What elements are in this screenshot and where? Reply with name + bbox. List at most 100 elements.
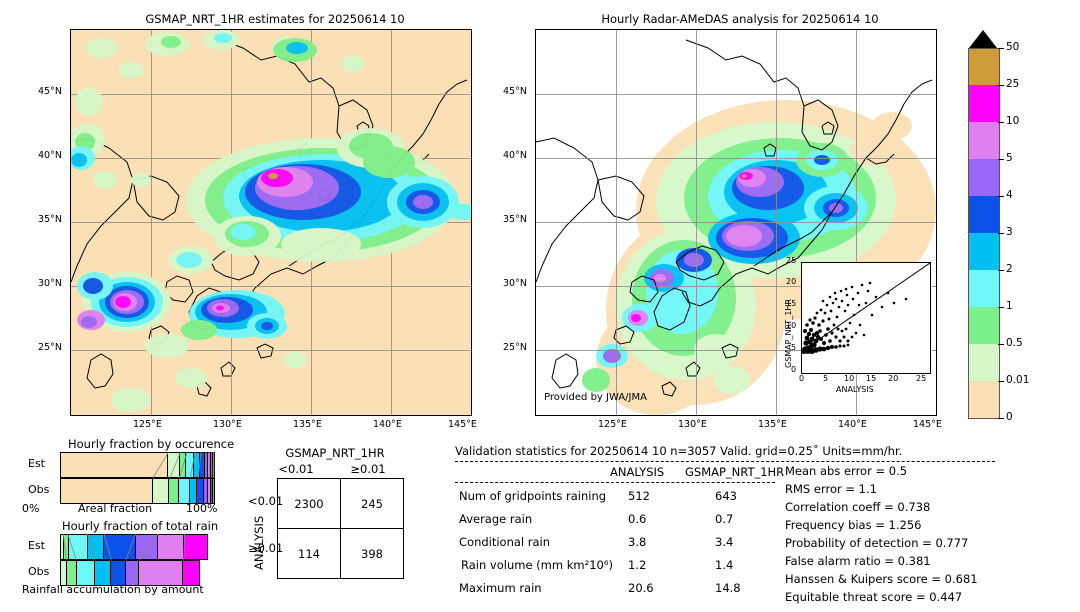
left-lat-tick-25: 25°N — [38, 342, 62, 353]
occurrence-bar-est[interactable] — [60, 452, 215, 478]
occurrence-chart-title: Hourly fraction by occurence — [68, 437, 235, 451]
colorbar-tick-5 — [998, 233, 1004, 234]
total-rain-obs-segment-5 — [125, 561, 140, 585]
stat-gsmap-0: 643 — [715, 489, 737, 503]
metric-0: Mean abs error = 0.5 — [785, 464, 908, 478]
total-rain-bar-obs[interactable] — [60, 560, 200, 586]
metric-5: False alarm ratio = 0.381 — [785, 554, 931, 568]
colorbar-segment-5 — [968, 233, 1000, 270]
colorbar-tick-2 — [998, 122, 1004, 123]
gsmap-estimate-map[interactable] — [70, 29, 472, 416]
occurrence-connector-lines — [152, 451, 215, 479]
metric-2: Correlation coeff = 0.738 — [785, 500, 931, 514]
left-lat-tick-30: 30°N — [38, 278, 62, 289]
total-rain-row-label-obs: Obs — [28, 565, 50, 578]
left-lat-tick-45: 45°N — [38, 86, 62, 97]
colorbar-segment-8 — [968, 344, 1000, 381]
scatter-xtick-25: 25 — [916, 374, 927, 383]
colorbar-tick-6 — [998, 270, 1004, 271]
stat-analysis-3: 1.2 — [628, 558, 647, 572]
right-lon-tick-125: 125°E — [598, 419, 627, 430]
stat-analysis-4: 20.6 — [628, 581, 654, 595]
stat-analysis-0: 512 — [628, 489, 650, 503]
contingency-col-header: GSMAP_NRT_1HR — [285, 446, 385, 460]
stat-label-2: Conditional rain — [459, 535, 551, 549]
occurrence-row-label-obs: Obs — [28, 483, 50, 496]
scatter-xtick-10: 10 — [844, 374, 855, 383]
right-lon-tick-135: 135°E — [758, 419, 787, 430]
colorbar-tick-0 — [998, 48, 1004, 49]
colorbar-label-2: 10 — [1006, 115, 1020, 127]
scatter-ytick-20: 20 — [786, 277, 797, 286]
right-lon-tick-130: 130°E — [678, 419, 707, 430]
left-lon-tick-130: 130°E — [213, 419, 242, 430]
total-rain-connector-lines — [62, 533, 186, 561]
radar-amedas-map[interactable]: Provided by JWA/JMA — [535, 29, 937, 416]
total-rain-row-label-est: Est — [28, 539, 45, 552]
scatter-points — [802, 263, 930, 354]
metric-3: Frequency bias = 1.256 — [785, 518, 922, 532]
occurrence-axis-min: 0% — [22, 502, 40, 515]
occurrence-obs-segment-8 — [210, 479, 213, 503]
scatter-ylabel: GSMAP_NRT_1HR — [784, 299, 793, 368]
colorbar-tick-3 — [998, 159, 1004, 160]
total-rain-obs-segment-0 — [61, 561, 68, 585]
stat-label-3: Rain volume (mm km²10⁶) — [461, 558, 613, 572]
scatter-plot-inset[interactable] — [801, 262, 931, 374]
precipitation-colorbar[interactable]: 50 25 10 5 4 3 2 1 0.5 0.01 0 — [968, 41, 1029, 423]
colorbar-label-5: 3 — [1006, 226, 1013, 238]
occurrence-obs-segment-3 — [178, 479, 190, 503]
left-lon-tick-145: 145°E — [448, 419, 477, 430]
occurrence-est-segment-3 — [186, 453, 195, 477]
scatter-ytick-25: 25 — [786, 256, 797, 265]
occurrence-obs-segment-5 — [197, 479, 205, 503]
stat-label-4: Maximum rain — [459, 581, 542, 595]
table-row: 2300 245 — [277, 478, 404, 529]
scatter-xtick-0: 0 — [799, 374, 805, 383]
contingency-table[interactable]: 2300 245 114 398 — [277, 478, 404, 579]
occurrence-obs-segment-7 — [208, 479, 211, 503]
total-rain-bar-est[interactable] — [60, 534, 208, 560]
right-lat-tick-40: 40°N — [503, 150, 527, 161]
validation-header: Validation statistics for 20250614 10 n=… — [455, 444, 903, 458]
colorbar-tick-4 — [998, 196, 1004, 197]
validation-divider-top — [455, 461, 995, 462]
occurrence-axis-max: 100% — [186, 502, 218, 515]
metric-4: Probability of detection = 0.777 — [785, 536, 969, 550]
occurrence-bar-obs[interactable] — [60, 478, 215, 504]
colorbar-label-0: 50 — [1006, 41, 1020, 53]
metric-1: RMS error = 1.1 — [785, 482, 877, 496]
occurrence-row-label-est: Est — [28, 457, 45, 470]
colorbar-segment-7 — [968, 307, 1000, 344]
colorbar-label-1: 25 — [1006, 78, 1020, 90]
right-lat-tick-35: 35°N — [503, 214, 527, 225]
right-panel-title: Hourly Radar-AMeDAS analysis for 2025061… — [601, 12, 879, 26]
cell-hit-miss-11: 398 — [340, 528, 404, 579]
left-lat-tick-40: 40°N — [38, 150, 62, 161]
scatter-xtick-15: 15 — [866, 374, 877, 383]
occurrence-axis-label: Areal fraction — [78, 502, 153, 515]
right-lat-tick-25: 25°N — [503, 342, 527, 353]
colorbar-overflow-arrow — [969, 30, 997, 48]
colorbar-label-4: 4 — [1006, 189, 1013, 201]
total-rain-obs-segment-6 — [139, 561, 183, 585]
cell-hit-miss-01: 245 — [340, 478, 404, 529]
attribution-text: Provided by JWA/JMA — [544, 392, 647, 403]
total-rain-axis-label: Rainfall accumulation by amount — [22, 583, 204, 596]
colorbar-label-10: 0 — [1006, 411, 1013, 423]
stat-label-1: Average rain — [459, 512, 533, 526]
total-rain-est-segment-0 — [61, 535, 65, 559]
left-lon-tick-135: 135°E — [293, 419, 322, 430]
stat-gsmap-2: 3.4 — [715, 535, 734, 549]
metric-7: Equitable threat score = 0.447 — [785, 590, 963, 604]
total-rain-est-segment-5 — [135, 535, 158, 559]
stat-label-0: Num of gridpoints raining — [459, 489, 607, 503]
occurrence-obs-segment-0 — [61, 479, 153, 503]
left-lon-tick-140: 140°E — [373, 419, 402, 430]
total-rain-obs-segment-3 — [95, 561, 112, 585]
colorbar-segment-3 — [968, 159, 1000, 196]
stat-gsmap-3: 1.4 — [715, 558, 734, 572]
contingency-row-label-lt: <0.01 — [248, 494, 284, 508]
scatter-xlabel: ANALYSIS — [836, 385, 874, 394]
contingency-col-label-ge: ≥0.01 — [350, 462, 386, 476]
